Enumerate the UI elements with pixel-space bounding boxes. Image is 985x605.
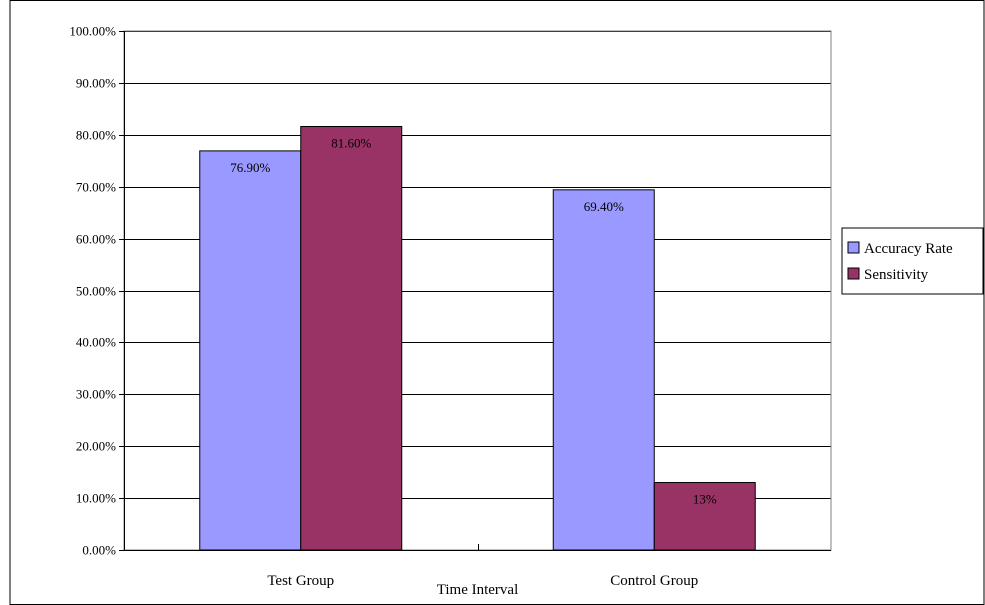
chart-border xyxy=(9,0,985,605)
y-tick-label: 20.00% xyxy=(76,439,116,454)
data-labels: 76.90% 81.60% 69.40% 13% xyxy=(230,135,717,506)
y-tick-label: 60.00% xyxy=(76,232,116,247)
data-label: 69.40% xyxy=(584,199,624,214)
y-tick-label: 50.00% xyxy=(76,284,116,299)
legend-swatch xyxy=(847,241,860,254)
legend: Accuracy Rate Sensitivity xyxy=(841,227,984,295)
bar xyxy=(300,125,403,551)
y-tick-label: 40.00% xyxy=(76,335,116,350)
y-tick-label: 70.00% xyxy=(76,180,116,195)
legend-label: Sensitivity xyxy=(864,267,929,283)
legend-swatch xyxy=(847,267,860,280)
category-label: Control Group xyxy=(610,573,698,589)
bars xyxy=(199,125,756,551)
bar xyxy=(199,150,302,551)
x-axis-title: Time Interval xyxy=(437,582,519,598)
category-label: Test Group xyxy=(267,573,334,589)
data-label: 13% xyxy=(693,492,717,507)
legend-box xyxy=(841,227,984,295)
bar xyxy=(653,482,756,551)
data-label: 76.90% xyxy=(230,160,270,175)
y-tick-label: 100.00% xyxy=(69,24,116,39)
axes: 0.00% 10.00% 20.00% 30.00% 40.00% 50.00% 60.00… xyxy=(69,24,831,589)
y-tick-label: 0.00% xyxy=(82,543,116,558)
y-tick-label: 30.00% xyxy=(76,387,116,402)
y-tick-label: 90.00% xyxy=(76,76,116,91)
y-tick-label: 80.00% xyxy=(76,128,116,143)
data-label: 81.60% xyxy=(331,135,371,150)
bar xyxy=(552,189,655,551)
legend-label: Accuracy Rate xyxy=(864,241,953,257)
y-tick-label: 10.00% xyxy=(76,491,116,506)
